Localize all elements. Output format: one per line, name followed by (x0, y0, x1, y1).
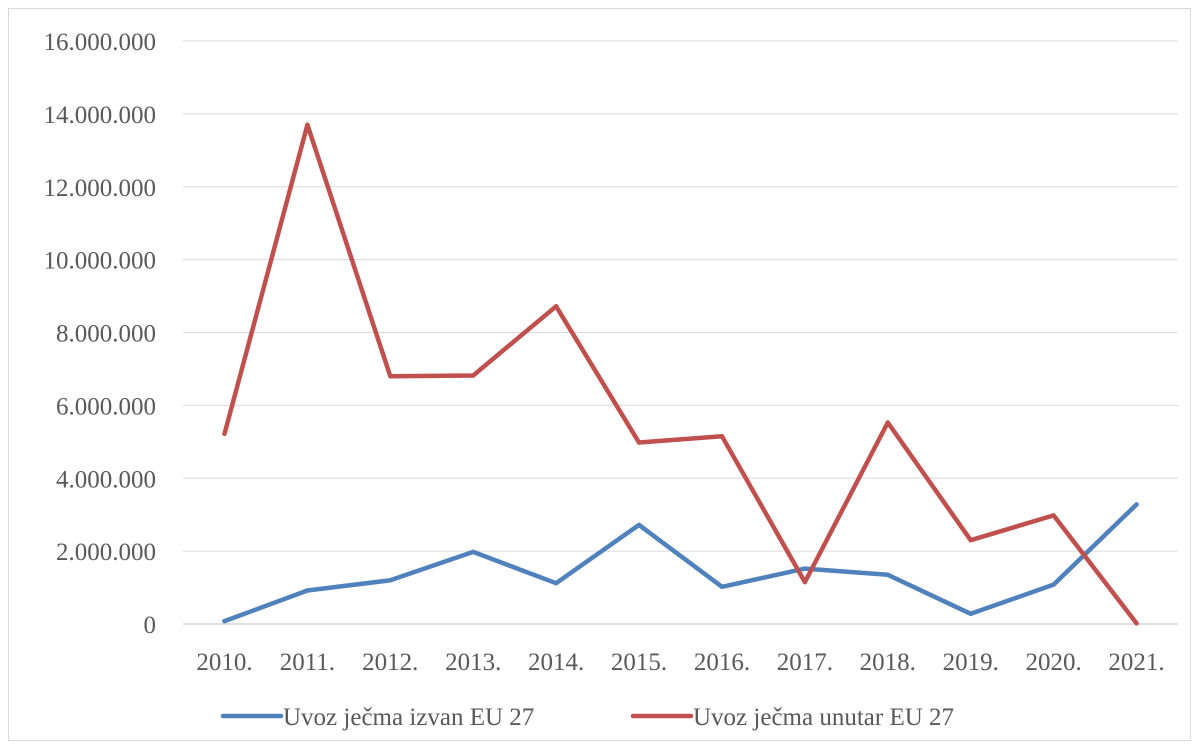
data-point (1051, 582, 1056, 587)
x-tick-label: 2016. (694, 649, 750, 676)
legend-label-1: Uvoz ječma izvan EU 27 (283, 704, 534, 731)
data-point (553, 304, 559, 309)
data-point (1134, 621, 1139, 626)
data-point (388, 578, 393, 583)
y-tick-label: 12.000.000 (44, 175, 157, 202)
data-point (636, 522, 642, 528)
x-tick-label: 2012. (362, 649, 418, 676)
data-point (305, 122, 310, 128)
y-tick-label: 2.000.000 (56, 539, 156, 566)
y-tick-label: 8.000.000 (56, 321, 156, 348)
x-tick-label: 2018. (860, 649, 916, 676)
data-point (968, 611, 973, 616)
data-point (802, 579, 808, 585)
legend-label-2: Uvoz ječma unutar EU 27 (693, 704, 954, 731)
y-tick-label: 16.000.000 (44, 29, 157, 56)
data-point (636, 440, 642, 445)
data-point (719, 434, 725, 439)
y-tick-label: 4.000.000 (56, 466, 156, 493)
x-tick-label: 2021. (1108, 649, 1164, 676)
series-line-2 (222, 122, 1139, 626)
data-point (719, 584, 725, 590)
x-axis: 2010. 2011. 2012. 2013. 2014. 2015. 2016. 2017.… (196, 649, 1164, 676)
series-line-1 (222, 502, 1139, 624)
y-tick-label: 10.000.000 (44, 248, 157, 275)
x-tick-label: 2017. (777, 649, 833, 676)
y-tick-label: 0 (144, 612, 157, 639)
data-point (802, 566, 808, 571)
x-tick-label: 2011. (280, 649, 335, 676)
data-point (471, 549, 476, 555)
x-tick-label: 2014. (528, 649, 584, 676)
data-point (1051, 513, 1056, 518)
x-tick-label: 2010. (196, 649, 252, 676)
data-point (388, 374, 393, 379)
data-point (222, 431, 227, 436)
x-tick-label: 2020. (1026, 649, 1082, 676)
x-tick-label: 2019. (943, 649, 999, 676)
data-point (1134, 502, 1139, 507)
data-point (553, 580, 559, 586)
x-tick-label: 2013. (445, 649, 501, 676)
data-point (885, 572, 890, 578)
data-point (471, 373, 476, 378)
data-point (305, 588, 310, 593)
gridlines (183, 40, 1178, 625)
data-point (222, 618, 227, 624)
data-point (885, 420, 890, 425)
y-axis: 0 2.000.000 4.000.000 6.000.000 8.000.000 10.… (44, 29, 157, 639)
legend: Uvoz ječma izvan EU 27 Uvoz ječma unutar … (220, 704, 954, 731)
y-tick-label: 14.000.000 (44, 102, 157, 129)
x-tick-label: 2015. (611, 649, 667, 676)
y-tick-label: 6.000.000 (56, 393, 156, 420)
data-point (968, 537, 973, 543)
series-lines (222, 122, 1139, 626)
